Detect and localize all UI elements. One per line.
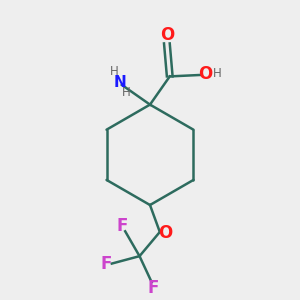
Text: H: H [122, 85, 130, 98]
Text: F: F [117, 217, 128, 235]
Text: F: F [101, 255, 112, 273]
Text: N: N [114, 74, 127, 89]
Text: O: O [160, 26, 174, 44]
Text: H: H [110, 65, 119, 79]
Text: O: O [199, 64, 213, 82]
Text: H: H [213, 67, 222, 80]
Text: O: O [158, 224, 172, 242]
Text: F: F [147, 279, 159, 297]
